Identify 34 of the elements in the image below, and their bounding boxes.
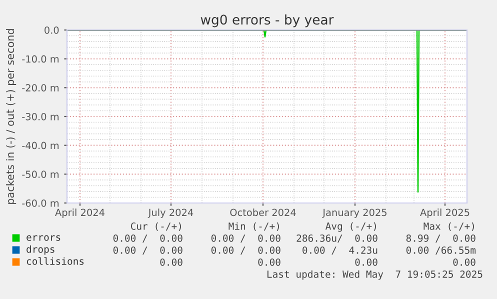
x-tick-label: April 2025 xyxy=(420,208,470,218)
text: 0.00 / 0.00 xyxy=(211,246,280,255)
legend-label: errors xyxy=(26,235,60,241)
y-tick-label: -10.0 m xyxy=(22,55,59,63)
text: 0.00 xyxy=(258,258,280,266)
y-tick-label: -20.0 m xyxy=(22,84,59,92)
text: Avg (-/+) xyxy=(326,222,376,232)
text: 0.00 / 0.00 xyxy=(113,234,182,243)
x-tick-label: January 2025 xyxy=(322,208,386,218)
y-axis-title: packets in (-) / out (+) per second xyxy=(6,29,16,204)
text: Min (-/+) xyxy=(228,222,279,231)
text: 0.00 xyxy=(453,258,476,266)
text: 0.00 xyxy=(355,258,378,266)
y-tick-label: -50.0 m xyxy=(22,170,59,178)
text: 0.00 / 0.00 xyxy=(113,246,182,255)
text: 0.00 / 4.23u xyxy=(302,246,378,255)
y-tick-label: 0.0 xyxy=(44,26,59,34)
x-tick-label: October 2024 xyxy=(230,208,296,216)
text: Last update: Wed May 7 19:05:25 2025 xyxy=(267,270,482,280)
y-tick-label: -30.0 m xyxy=(22,112,59,120)
chart-title: wg0 errors - by year xyxy=(200,14,334,28)
text: 0.00 / 0.00 xyxy=(211,234,280,243)
text: Max (-/+) xyxy=(424,222,474,231)
x-tick-label: April 2024 xyxy=(55,208,104,218)
legend-label: drops xyxy=(26,245,54,255)
y-tick-label: -60.0 m xyxy=(22,199,59,207)
x-tick-label: July 2024 xyxy=(148,208,194,218)
text: 286.36u/ 0.00 xyxy=(296,234,378,243)
text: 0.00 /66.55m xyxy=(406,246,476,255)
text: 0.00 xyxy=(160,258,182,266)
legend-label: collisions xyxy=(26,257,84,265)
text: 8.99 / 0.00 xyxy=(406,234,476,243)
y-tick-label: -40.0 m xyxy=(22,142,59,150)
text: Cur (-/+) xyxy=(130,222,181,231)
